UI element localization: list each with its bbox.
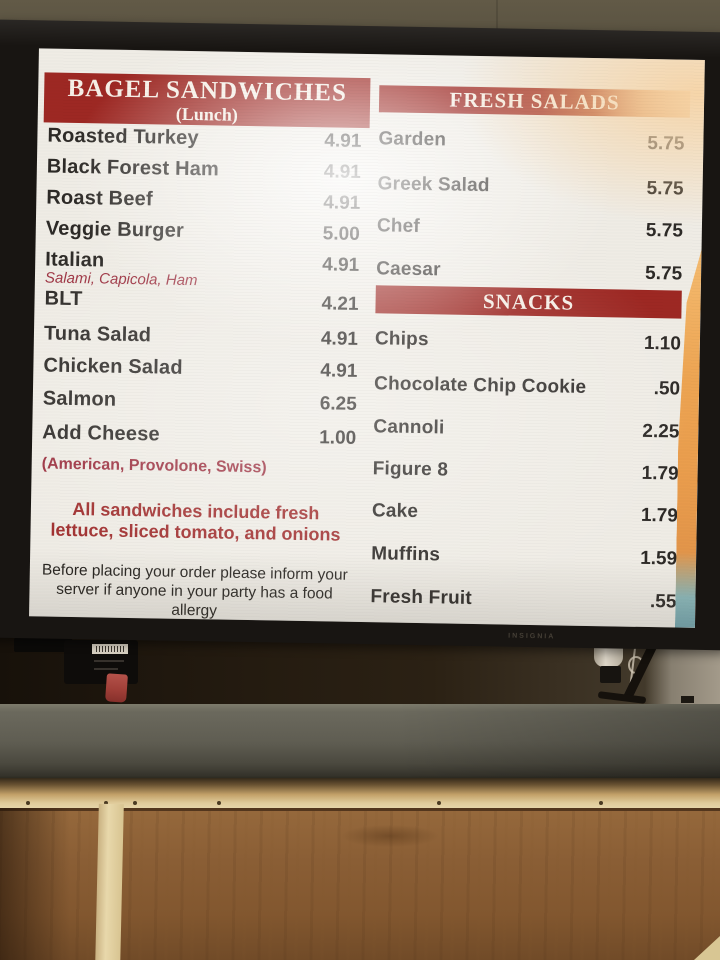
menu-item-price: 4.91: [323, 161, 362, 183]
menu-item-price: 4.21: [321, 293, 359, 315]
screw-dot: [133, 801, 137, 805]
menu-item-row: Chef 5.75: [377, 215, 683, 242]
panel-divider-batten: [95, 803, 124, 960]
menu-item-row: Cake 1.79: [372, 500, 678, 527]
ledge-beam: [0, 704, 720, 780]
menu-item-name: Black Forest Ham: [46, 155, 220, 181]
section-title: BAGEL SANDWICHES: [67, 74, 348, 107]
menu-item-row: Tuna Salad 4.91: [44, 322, 358, 349]
screw-dot: [104, 801, 108, 805]
tv-mount-bar: [14, 638, 72, 652]
menu-item-name: Figure 8: [372, 458, 449, 481]
menu-item-name: Cake: [371, 500, 419, 523]
menu-item-price: 1.59: [639, 547, 678, 570]
menu-item-row: Figure 8 1.79: [372, 458, 678, 485]
menu-item-price: 1.10: [643, 332, 682, 355]
menu-item-row: BLT 4.21: [44, 287, 358, 314]
menu-item-name: Cannoli: [373, 416, 445, 439]
menu-item-price: 6.25: [319, 393, 357, 415]
menu-item-name: BLT: [44, 287, 83, 311]
menu-item-row: Fresh Fruit .55: [370, 586, 676, 613]
menu-item-row: Black Forest Ham 4.91: [47, 155, 361, 182]
menu-item-row: Greek Salad 5.75: [377, 173, 683, 200]
section-banner-fresh-salads: FRESH SALADS: [378, 85, 691, 118]
menu-item-name: Add Cheese: [42, 421, 161, 446]
allergy-note: Before placing your order please inform …: [41, 561, 348, 620]
menu-item-row: Add Cheese 1.00: [42, 421, 356, 448]
menu-item-name: Chef: [376, 215, 421, 237]
menu-item-price: 1.79: [640, 504, 679, 527]
menu-item-price: 1.00: [319, 427, 357, 449]
menu-item-name: Tuna Salad: [43, 322, 152, 347]
cable-on-ledge: [597, 691, 647, 704]
screw-dot: [217, 801, 221, 805]
menu-item-name: Roast Beef: [46, 186, 154, 211]
menu-item-row: Roasted Turkey 4.91: [47, 124, 361, 151]
menu-item-name: Muffins: [371, 543, 441, 566]
corner-trim-wedge: [694, 936, 720, 960]
menu-item-name: Garden: [378, 128, 447, 151]
menu-item-row: Salmon 6.25: [43, 387, 357, 414]
menu-item-price: 5.75: [645, 219, 684, 242]
menu-item-row: Roast Beef 4.91: [46, 186, 360, 213]
section-banner-snacks: SNACKS: [375, 285, 682, 319]
menu-item-row: Caesar 5.75: [376, 258, 682, 285]
menu-item-row: Muffins 1.59: [371, 543, 677, 570]
red-hanging-tag: [105, 673, 128, 703]
wall-mark: [681, 696, 694, 703]
ceiling-seam: [496, 0, 498, 30]
menu-item-price: 4.91: [322, 254, 360, 276]
tv-brand-logo: INSIGNIA: [508, 632, 556, 641]
menu-item-name: Chips: [374, 328, 429, 351]
menu-item-price: 5.75: [647, 132, 685, 155]
sandwich-includes-note: All sandwiches include fresh lettuce, sl…: [50, 498, 341, 545]
tv-menu-display: BAGEL SANDWICHES (Lunch) Roasted Turkey …: [0, 19, 720, 651]
menu-item-name: Salmon: [42, 387, 117, 411]
menu-item-row: Garden 5.75: [378, 128, 684, 155]
menu-item-price: 5.75: [646, 177, 684, 200]
menu-item-price: 4.91: [320, 328, 359, 350]
screw-dot: [437, 801, 441, 805]
menu-item-name: Chicken Salad: [43, 354, 183, 379]
panel-top-edge: [0, 808, 720, 811]
right-menu-rows: Garden 5.75 Greek Salad 5.75 Chef 5.75 C…: [370, 128, 684, 613]
menu-screen: BAGEL SANDWICHES (Lunch) Roasted Turkey …: [29, 48, 705, 628]
menu-item-name: Roasted Turkey: [47, 124, 199, 150]
cheese-options-note: (American, Provolone, Swiss): [41, 455, 267, 477]
menu-item-row: Chips 1.10: [375, 328, 681, 355]
menu-item-name: Fresh Fruit: [370, 586, 473, 609]
screw-dot: [26, 801, 30, 805]
menu-item-price: .55: [649, 591, 677, 613]
barcode-label: [92, 644, 128, 654]
outlet-box: [600, 666, 621, 683]
menu-item-name: Caesar: [375, 258, 441, 281]
menu-item-name: Chocolate Chip Cookie: [373, 373, 587, 398]
menu-item-price: 2.25: [642, 420, 680, 443]
menu-item-price: 1.79: [641, 462, 679, 485]
device-label-line: [94, 668, 118, 670]
menu-item-price: 4.91: [324, 130, 362, 152]
device-label-line: [94, 660, 124, 662]
wood-paneling: [0, 803, 720, 960]
left-menu-column: Roasted Turkey 4.91 Black Forest Ham 4.9…: [42, 124, 362, 478]
screw-dot: [599, 801, 603, 805]
menu-item-name: Greek Salad: [377, 173, 490, 197]
menu-item-price: 5.00: [322, 223, 360, 245]
panel-left-shadow: [0, 808, 70, 960]
menu-item-row: Veggie Burger 5.00: [46, 217, 360, 244]
menu-item-price: .50: [653, 378, 681, 400]
ledge-shading: [0, 704, 720, 780]
menu-item-name: Veggie Burger: [45, 217, 185, 242]
menu-item-row: Chocolate Chip Cookie .50: [374, 373, 680, 400]
menu-item-price: 4.91: [323, 192, 361, 214]
menu-item-row: Chicken Salad 4.91: [43, 354, 357, 381]
section-banner-bagel-sandwiches: BAGEL SANDWICHES (Lunch): [43, 72, 371, 129]
menu-item-price: 4.91: [320, 360, 358, 382]
menu-item-price: 5.75: [644, 262, 683, 285]
streaming-device: [64, 640, 138, 684]
menu-item-row: Cannoli 2.25: [373, 416, 679, 443]
